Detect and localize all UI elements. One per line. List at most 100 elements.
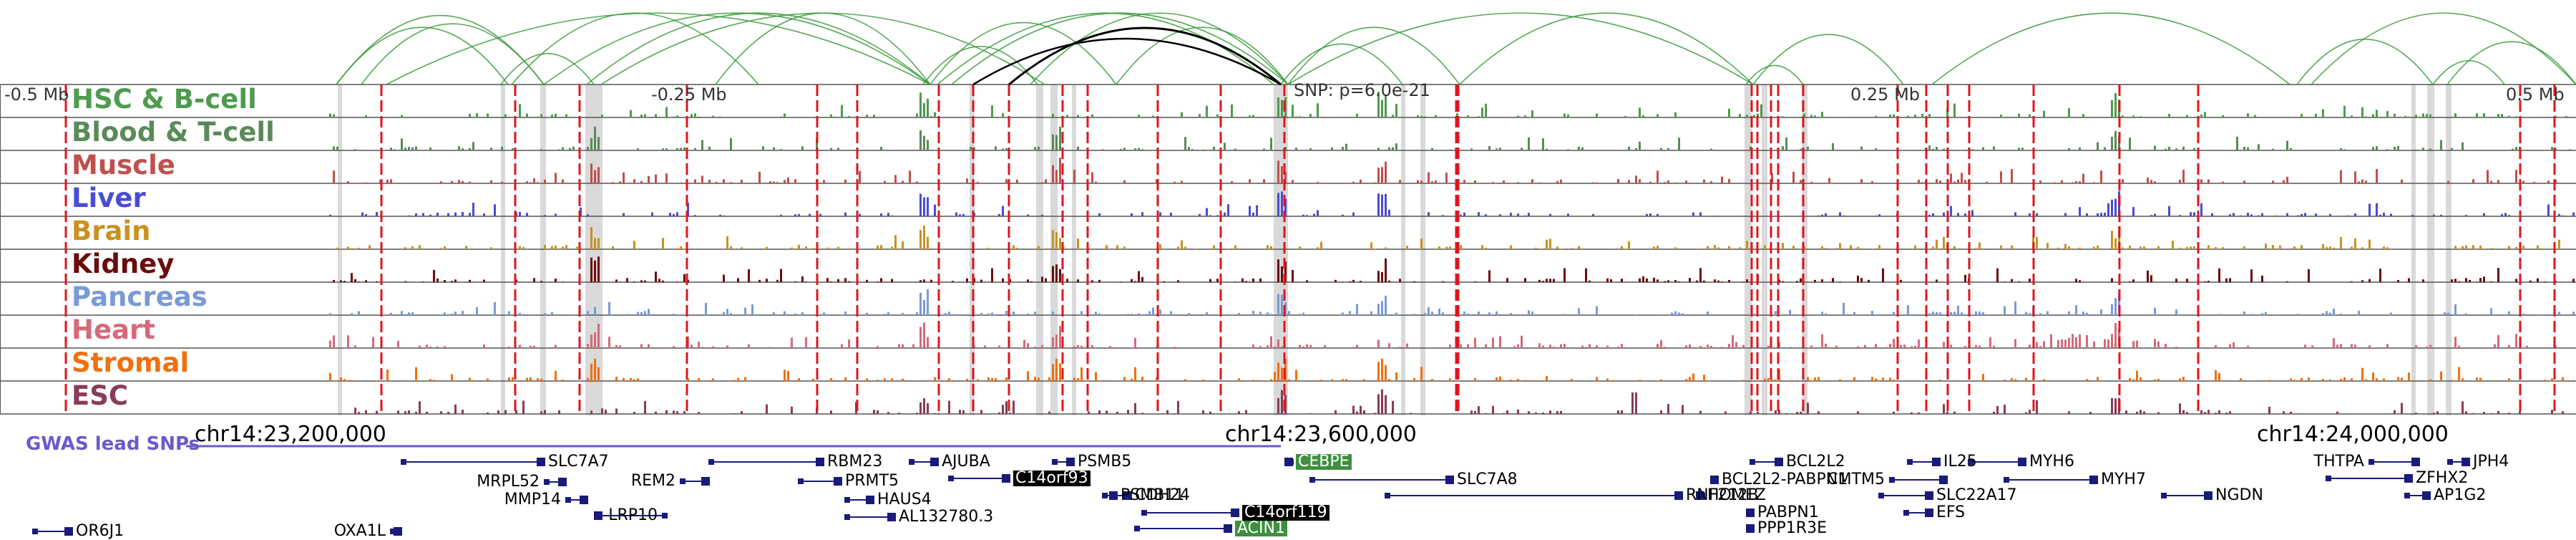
track-label-esc: ESC (72, 380, 129, 411)
track-label-kidney: Kidney (72, 249, 175, 279)
gene-exon-block (2422, 491, 2431, 500)
gene-exon-block (1699, 493, 1705, 498)
gene-exon-block (1889, 477, 1895, 483)
gene-exon-block (2326, 476, 2331, 481)
gene-label: CMTM5 (1827, 471, 1885, 488)
gene-exon-block (1925, 508, 1933, 517)
connection-arc (1752, 34, 1904, 85)
gene-exon-block (1109, 493, 1115, 498)
connection-arc (922, 46, 1038, 85)
gene-exon-block (887, 513, 896, 521)
highlight-band (1745, 85, 1752, 415)
track-label-heart: Heart (72, 314, 155, 345)
gene-label: MRPL52 (477, 473, 540, 491)
signal-peaks (329, 322, 2557, 348)
gene-label: IL25 (1943, 453, 1977, 471)
gene-exon-block (1907, 459, 1913, 465)
gene-exon-block (1309, 477, 1315, 483)
gene-exon-block (866, 496, 874, 504)
connection-arc (2311, 12, 2576, 85)
connection-arc (586, 12, 931, 85)
gene-exon-block (1224, 524, 1232, 533)
gene-exon-block (1445, 476, 1454, 484)
connection-arc (1287, 12, 1754, 85)
gene-label: JPH4 (2473, 453, 2509, 471)
gene-exon-block (662, 513, 668, 519)
gene-label: MMP14 (504, 491, 561, 508)
coordinate-label: chr14:24,000,000 (2257, 422, 2449, 447)
axis-snp-label: SNP: p=6.0e-21 (1294, 80, 1430, 100)
connection-arc (715, 12, 931, 85)
gene-exon-block (565, 497, 571, 503)
gene-label: EFS (1936, 503, 1966, 521)
gene-label: BCL2L2 (1786, 453, 1845, 471)
gene-label: MYH7 (2101, 471, 2146, 488)
connection-arc (951, 12, 1289, 85)
connection-arc (1287, 26, 1460, 85)
highlight-band (1036, 85, 1043, 415)
connection-arc (386, 12, 931, 85)
highlight-band (1762, 85, 1767, 415)
gene-exon-block (909, 459, 914, 465)
gene-label: ACIN1 (1235, 521, 1287, 536)
gene-exon-block (930, 458, 939, 466)
gene-label: THTPA (2313, 453, 2364, 471)
gene-exon-block (1385, 493, 1390, 498)
gene-label: AP1G2 (2434, 486, 2487, 504)
gene-label: ZFHX2 (2416, 469, 2469, 487)
gene-label: MYH6 (2029, 453, 2074, 471)
gene-exon-block (2411, 458, 2420, 466)
axis-mid-left-label: -0.25 Mb (651, 85, 727, 105)
connection-arc (336, 26, 509, 85)
track-label-hsc-b-cell: HSC & B-cell (72, 84, 257, 115)
coordinate-label: chr14:23,200,000 (195, 422, 386, 447)
gene-exon-block (2404, 474, 2413, 483)
highlight-band (2411, 85, 2416, 415)
connection-arc (937, 12, 1274, 85)
gene-exon-block (1710, 477, 1716, 483)
gene-exon-block (544, 479, 550, 485)
gene-exon-block (64, 527, 73, 536)
highlight-band (1401, 85, 1405, 415)
connection-arc (2432, 60, 2505, 85)
gene-label: PSMB11 (1121, 486, 1185, 504)
highlight-band (1050, 85, 1058, 415)
gene-exon-block (32, 529, 38, 534)
gene-exon-block (1775, 458, 1783, 466)
gene-exon-block (2204, 491, 2212, 500)
gene-label: CDH24 (1135, 486, 1190, 504)
gene-label: AL132780.3 (899, 508, 994, 526)
gene-label: C14orf119 (1242, 505, 1330, 521)
connection-arc (1931, 12, 2290, 85)
highlight-band (540, 85, 546, 415)
gene-label: BCL2L2-PABPN1 (1722, 471, 1848, 488)
gwas-track-label: GWAS lead SNPs (26, 433, 200, 455)
gene-label: OR6J1 (76, 522, 125, 540)
connection-arc (1459, 12, 1754, 85)
gene-label: HAUS4 (877, 491, 932, 508)
gene-label: NGDN (2215, 486, 2263, 504)
connection-arc-highlight (1008, 26, 1282, 86)
highlight-band (338, 85, 342, 415)
connection-arc (1116, 26, 1289, 85)
connection-arc (500, 52, 595, 85)
connection-arc (2446, 41, 2576, 85)
signal-peaks (333, 256, 2575, 282)
gene-exon-block (708, 459, 714, 465)
axis-left-label: -0.5 Mb (4, 85, 69, 105)
track-label-liver: Liver (72, 183, 146, 213)
gene-exon-block (798, 478, 804, 484)
gene-exon-block (1123, 491, 1132, 500)
connection-arc (361, 23, 545, 85)
gene-label: SLC7A8 (1457, 471, 1518, 488)
connection-arc-highlight (972, 37, 1282, 86)
gene-exon-block (1750, 459, 1755, 465)
connection-arc (543, 12, 931, 85)
connection-arc (1030, 12, 1289, 85)
gene-exon-block (537, 458, 545, 466)
gene-exon-block (1102, 493, 1108, 498)
highlight-band (501, 85, 505, 415)
gene-exon-block (1134, 526, 1140, 531)
gene-exon-block (1141, 510, 1147, 516)
